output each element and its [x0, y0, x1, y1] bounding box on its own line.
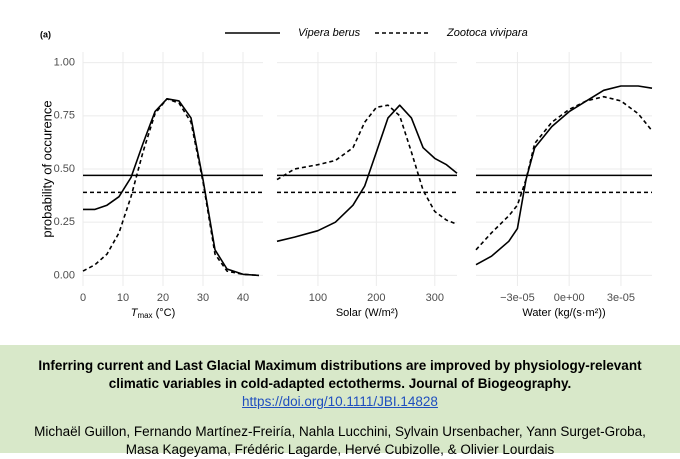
x-tick-label: 20 [157, 292, 169, 304]
x-label-unit: (°C) [153, 307, 176, 319]
y-tick-label: 0.00 [54, 269, 75, 281]
series-line [475, 95, 653, 251]
panel-label: (a) [40, 29, 51, 39]
x-tick-label: 40 [237, 292, 249, 304]
x-tick-label: 0e+00 [554, 292, 585, 304]
y-tick-label: 0.50 [54, 163, 75, 175]
x-axis-label: Solar (W/m²) [336, 307, 398, 319]
doi-link[interactable]: https://doi.org/10.1111/JBI.14828 [242, 394, 438, 409]
x-tick-label: 100 [309, 292, 327, 304]
caption: Inferring current and Last Glacial Maxim… [0, 345, 680, 457]
x-label-subscript: max [137, 311, 152, 320]
y-tick-label: 1.00 [54, 57, 75, 69]
x-tick-label: 200 [367, 292, 385, 304]
caption-title: Inferring current and Last Glacial Maxim… [16, 357, 664, 411]
x-tick-label: 3e-05 [607, 292, 635, 304]
series-line [276, 104, 458, 243]
legend-label: Zootoca vivipara [446, 27, 528, 39]
x-tick-label: −3e-05 [500, 292, 535, 304]
x-tick-label: 0 [80, 292, 86, 304]
x-tick-label: 300 [426, 292, 444, 304]
x-label-symbol: T [131, 307, 139, 319]
x-tick-label: 30 [197, 292, 209, 304]
series-line [82, 98, 260, 277]
x-axis-label: Water (kg/(s·m²)) [522, 307, 605, 319]
x-tick-label: 10 [117, 292, 129, 304]
y-tick-label: 0.75 [54, 110, 75, 122]
legend-label: Vipera berus [298, 27, 361, 39]
x-axis-label: Tmax (°C) [131, 307, 176, 320]
citation-title: Inferring current and Last Glacial Maxim… [38, 358, 642, 391]
series-line [276, 104, 458, 226]
y-tick-label: 0.25 [54, 216, 75, 228]
series-line [475, 85, 653, 266]
caption-authors: Michaël Guillon, Fernando Martínez-Freir… [34, 424, 646, 457]
y-axis-label: probability of occurence [39, 100, 54, 237]
figure: (a) probability of occurence Tmax (°C) V… [39, 27, 653, 320]
